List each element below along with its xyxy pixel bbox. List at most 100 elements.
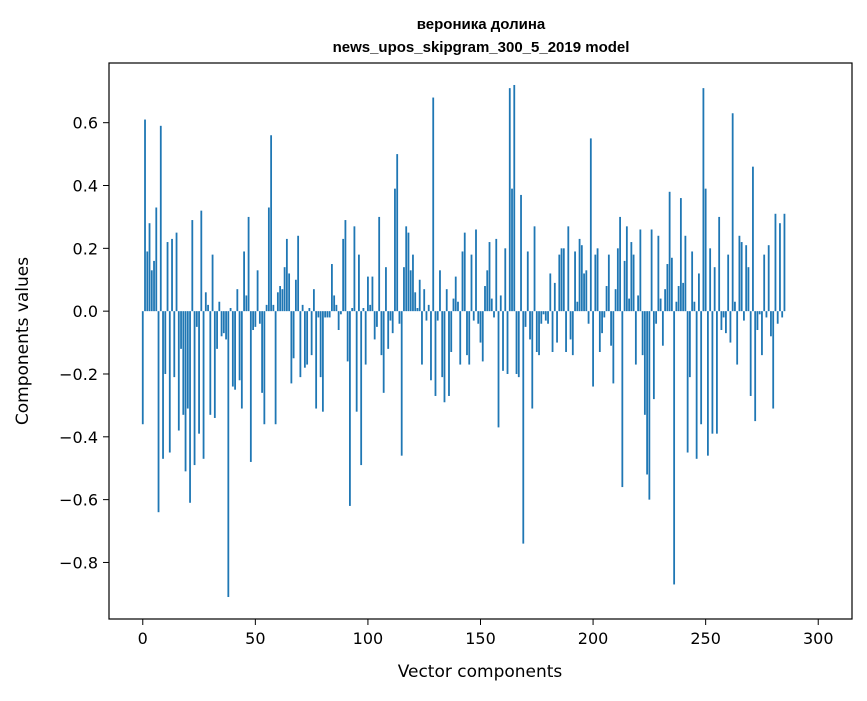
bar xyxy=(150,270,153,312)
bar xyxy=(592,311,594,387)
bar xyxy=(373,311,376,340)
bar xyxy=(612,311,615,384)
bar xyxy=(643,311,646,415)
bar xyxy=(646,311,649,475)
bar xyxy=(421,311,423,365)
bar xyxy=(319,311,322,378)
bar xyxy=(227,311,230,598)
bar xyxy=(184,311,187,472)
bar xyxy=(731,113,734,312)
bar xyxy=(691,251,694,312)
bar xyxy=(686,311,689,453)
bar xyxy=(324,311,327,318)
bar xyxy=(574,251,576,312)
bar xyxy=(522,311,525,544)
bar xyxy=(353,226,356,312)
bar xyxy=(707,311,709,456)
bar xyxy=(389,311,392,321)
bar xyxy=(452,298,455,312)
bar xyxy=(673,311,676,585)
bar xyxy=(254,311,257,327)
bar xyxy=(585,270,588,312)
bar xyxy=(533,226,536,312)
bar xyxy=(308,308,311,312)
bar xyxy=(594,254,597,312)
bar xyxy=(774,213,777,312)
bar xyxy=(763,254,766,312)
bar xyxy=(598,311,601,352)
bar xyxy=(385,267,387,312)
bar xyxy=(317,311,320,318)
bar xyxy=(409,270,412,312)
bar xyxy=(274,311,277,425)
bar xyxy=(225,311,227,340)
y-tick-label: 0.2 xyxy=(73,239,98,258)
bar xyxy=(177,311,180,431)
bar xyxy=(605,286,608,312)
bar xyxy=(321,311,324,412)
bar xyxy=(159,125,162,312)
bar xyxy=(267,207,270,312)
bar xyxy=(249,311,252,462)
bar xyxy=(441,311,444,378)
bar xyxy=(655,311,658,324)
bar xyxy=(499,295,502,312)
bar xyxy=(204,292,207,312)
bar xyxy=(596,248,599,312)
x-tick-label: 100 xyxy=(353,629,384,648)
bar xyxy=(639,229,642,312)
bar xyxy=(657,235,660,312)
bar xyxy=(779,223,781,312)
bar xyxy=(394,188,396,312)
bar xyxy=(290,311,293,384)
bar xyxy=(587,311,590,324)
bar xyxy=(668,191,671,312)
bar xyxy=(331,264,333,312)
bar xyxy=(761,311,763,356)
bar xyxy=(195,311,198,327)
bar xyxy=(531,311,534,409)
y-tick-label: −0.4 xyxy=(59,428,98,447)
bar xyxy=(520,194,522,312)
bar xyxy=(504,248,507,312)
bar xyxy=(367,276,369,312)
bar xyxy=(560,248,563,312)
bar xyxy=(430,311,432,381)
bar xyxy=(745,245,748,312)
bar xyxy=(294,279,297,312)
bar xyxy=(180,311,182,349)
bar xyxy=(515,311,518,374)
bar xyxy=(679,198,682,312)
bar xyxy=(261,311,263,393)
bar xyxy=(240,311,243,409)
bar xyxy=(727,254,730,312)
bar xyxy=(756,311,759,331)
bar xyxy=(544,311,547,321)
bar xyxy=(709,248,712,312)
bar xyxy=(589,138,592,312)
bar xyxy=(493,311,495,318)
bar xyxy=(454,276,457,312)
bar xyxy=(562,248,565,312)
bar xyxy=(326,311,329,318)
bar xyxy=(346,311,349,362)
bar xyxy=(578,238,581,312)
bar xyxy=(463,232,466,312)
bar xyxy=(614,289,617,312)
bar xyxy=(434,311,437,396)
bar xyxy=(472,311,475,321)
bar xyxy=(677,286,680,312)
bar xyxy=(738,235,741,312)
bar xyxy=(380,311,383,356)
bar xyxy=(272,304,275,312)
bar xyxy=(146,251,149,312)
bar xyxy=(517,311,520,378)
bar xyxy=(466,311,468,356)
bar xyxy=(335,304,338,312)
bar xyxy=(229,308,232,312)
bar xyxy=(580,245,583,312)
bar xyxy=(490,298,493,312)
bar xyxy=(461,251,464,312)
bars-group xyxy=(141,84,786,598)
